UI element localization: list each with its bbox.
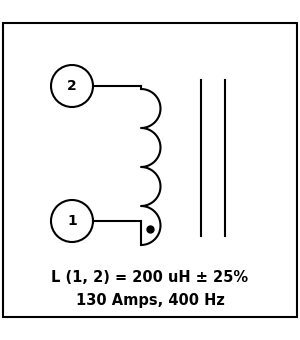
Text: 1: 1 — [67, 214, 77, 228]
Text: 130 Amps, 400 Hz: 130 Amps, 400 Hz — [76, 293, 224, 308]
Text: 2: 2 — [67, 79, 77, 93]
Text: L (1, 2) = 200 uH ± 25%: L (1, 2) = 200 uH ± 25% — [51, 271, 249, 286]
